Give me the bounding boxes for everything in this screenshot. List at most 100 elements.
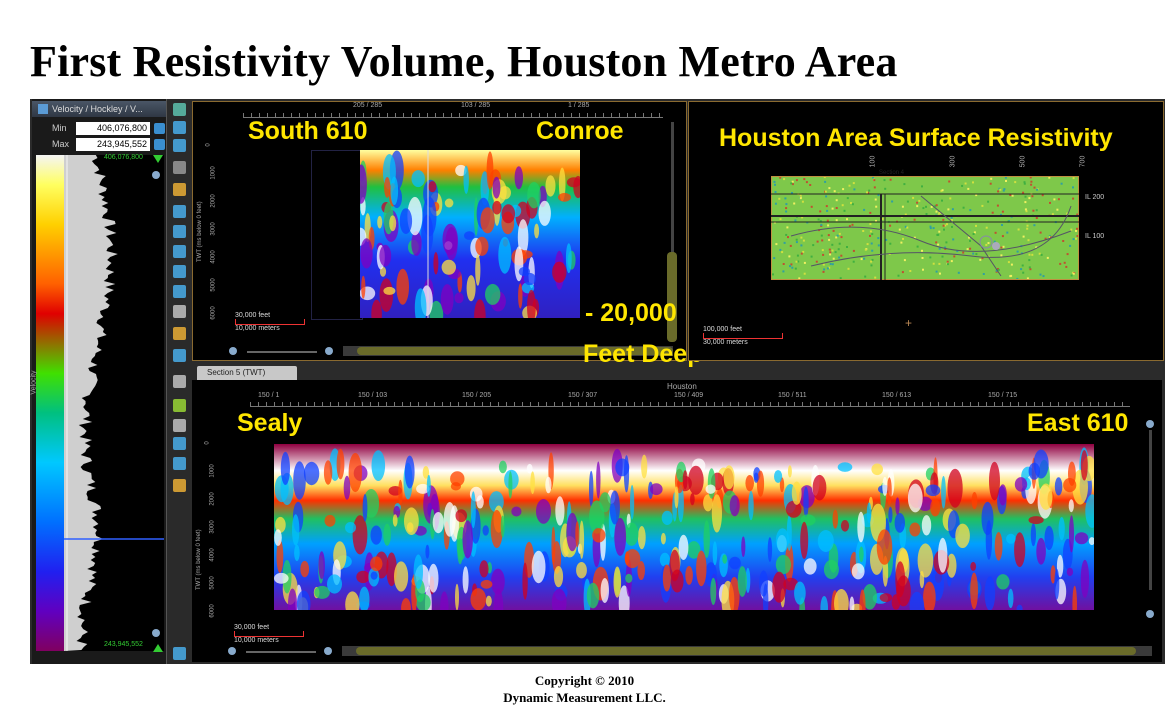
min-value-field[interactable]: 406,076,800 [76, 122, 150, 135]
texture-blob [275, 516, 286, 533]
texture-blob [650, 483, 663, 496]
pencil-tool-icon[interactable] [173, 479, 186, 492]
texture-blob [775, 528, 790, 553]
map-texture-dot [944, 224, 947, 227]
horizontal-scrollbar-top[interactable] [343, 346, 673, 356]
grid-tool-icon[interactable] [173, 225, 186, 238]
texture-blob [775, 554, 791, 575]
colorbar-title: Velocity / Hockley / V... [52, 104, 143, 114]
scroll-thumb[interactable] [357, 347, 673, 355]
map-texture-dot [1072, 238, 1075, 241]
max-value-field[interactable]: 243,945,552 [76, 138, 150, 151]
map-tool-icon[interactable] [173, 399, 186, 412]
annotate-tool-icon[interactable] [173, 375, 186, 388]
map-texture-dot [1028, 259, 1031, 262]
vertical-scroll-thumb[interactable] [667, 252, 677, 342]
texture-blob [857, 511, 865, 543]
scroll-thumb[interactable] [356, 647, 1136, 655]
texture-blob [625, 573, 633, 583]
map-texture-dot [829, 263, 832, 265]
zoom-slider[interactable] [247, 351, 317, 353]
texture-blob [482, 525, 489, 536]
map-texture-dot [1024, 208, 1027, 211]
measure-tool-icon[interactable] [173, 205, 186, 218]
texture-blob [1039, 483, 1053, 510]
zoom-in-icon[interactable] [325, 347, 333, 355]
max-reset-icon[interactable] [154, 139, 165, 150]
view-tool-icon[interactable] [173, 437, 186, 450]
zoom-in-icon[interactable] [1146, 420, 1154, 428]
map-texture-dot [782, 270, 785, 273]
map-texture-dot [884, 187, 887, 190]
texture-blob [688, 465, 704, 495]
texture-blob [287, 588, 298, 610]
texture-blob [486, 151, 494, 190]
map-texture-dot [948, 180, 951, 183]
map-texture-dot [997, 268, 1000, 271]
map-texture-dot [1023, 181, 1026, 184]
colorbar-header[interactable]: Velocity / Hockley / V... [32, 101, 166, 117]
export-tool-icon[interactable] [173, 457, 186, 470]
map-texture-dot [810, 255, 813, 258]
vertical-zoom-slider[interactable] [671, 122, 674, 262]
slice-tool-icon[interactable] [173, 349, 186, 362]
map-texture-dot [795, 238, 798, 241]
texture-blob [440, 284, 454, 315]
map-texture-dot [1070, 274, 1073, 277]
map-texture-dot [853, 188, 856, 191]
colorbar-bottom-handle[interactable] [153, 644, 163, 652]
texture-blob [624, 522, 639, 546]
texture-blob [909, 591, 925, 610]
texture-blob [383, 286, 396, 295]
texture-blob [411, 231, 422, 256]
texture-blob [748, 490, 754, 521]
texture-blob [475, 254, 481, 286]
colorbar-top-handle[interactable] [153, 155, 163, 163]
layers-tool-icon[interactable] [173, 161, 186, 174]
zoom-out-icon[interactable] [152, 629, 160, 637]
map-texture-dot [938, 247, 941, 250]
map-texture-dot [1048, 236, 1051, 239]
texture-blob [558, 167, 566, 202]
depth-label-line2: Feet Deep [583, 340, 703, 368]
map-texture-dot [922, 207, 925, 210]
pan-tool-icon[interactable] [173, 139, 186, 152]
texture-blob [917, 543, 934, 578]
texture-blob [1006, 533, 1016, 544]
fault-tool-icon[interactable] [173, 265, 186, 278]
min-reset-icon[interactable] [154, 123, 165, 134]
select-tool-icon[interactable] [173, 103, 186, 116]
bookmark-tool-icon[interactable] [173, 327, 186, 340]
texture-blob [553, 566, 564, 588]
picker-tool-icon[interactable] [173, 183, 186, 196]
copy-tool-icon[interactable] [173, 419, 186, 432]
section-view-top: 205 / 285 103 / 285 1 / 285 TWT (ms belo… [192, 101, 687, 361]
texture-blob [425, 544, 430, 559]
map-texture-dot [1042, 275, 1045, 278]
zoom-tool-icon[interactable] [173, 121, 186, 134]
texture-blob [383, 523, 391, 546]
texture-blob [455, 509, 468, 523]
map-texture-dot [901, 271, 904, 274]
zoom-out-icon[interactable] [228, 647, 236, 655]
map-texture-dot [834, 251, 837, 254]
texture-blob [832, 509, 839, 529]
map-texture-dot [789, 265, 791, 268]
tab-section-5[interactable]: Section 5 (TWT) [197, 366, 297, 380]
map-texture-dot [794, 267, 797, 270]
horizontal-scrollbar-bottom[interactable] [342, 646, 1152, 656]
zoom-in-icon[interactable] [152, 171, 160, 179]
map-texture-dot [824, 190, 827, 193]
well-tool-icon[interactable] [173, 285, 186, 298]
map-texture-dot [981, 257, 984, 260]
zoom-out-icon[interactable] [1146, 610, 1154, 618]
horizon-tool-icon[interactable] [173, 245, 186, 258]
zoom-in-icon[interactable] [324, 647, 332, 655]
settings-tool-icon[interactable] [173, 305, 186, 318]
tick-label: 150 / 103 [358, 392, 388, 399]
vertical-zoom-slider[interactable] [1149, 430, 1152, 590]
zoom-slider[interactable] [246, 651, 316, 653]
zoom-out-icon[interactable] [229, 347, 237, 355]
map-texture-dot [793, 202, 796, 205]
info-tool-icon[interactable] [173, 647, 186, 660]
